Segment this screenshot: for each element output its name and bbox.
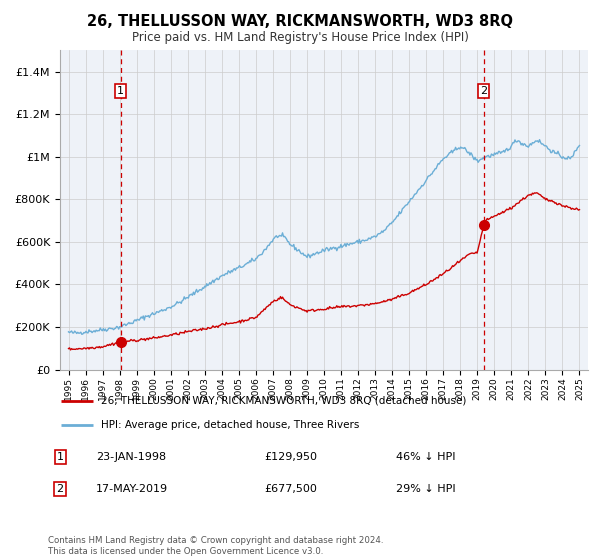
Text: Price paid vs. HM Land Registry's House Price Index (HPI): Price paid vs. HM Land Registry's House … — [131, 31, 469, 44]
Text: Contains HM Land Registry data © Crown copyright and database right 2024.
This d: Contains HM Land Registry data © Crown c… — [48, 536, 383, 556]
Text: 17-MAY-2019: 17-MAY-2019 — [96, 484, 168, 494]
Text: 1: 1 — [117, 86, 124, 96]
Text: £677,500: £677,500 — [264, 484, 317, 494]
Text: £129,950: £129,950 — [264, 451, 317, 461]
Text: 26, THELLUSSON WAY, RICKMANSWORTH, WD3 8RQ (detached house): 26, THELLUSSON WAY, RICKMANSWORTH, WD3 8… — [101, 396, 466, 406]
Text: 46% ↓ HPI: 46% ↓ HPI — [396, 451, 455, 461]
Text: HPI: Average price, detached house, Three Rivers: HPI: Average price, detached house, Thre… — [101, 420, 359, 430]
Text: 1: 1 — [56, 451, 64, 461]
Text: 26, THELLUSSON WAY, RICKMANSWORTH, WD3 8RQ: 26, THELLUSSON WAY, RICKMANSWORTH, WD3 8… — [87, 14, 513, 29]
Text: 2: 2 — [56, 484, 64, 494]
Text: 2: 2 — [480, 86, 487, 96]
Text: 29% ↓ HPI: 29% ↓ HPI — [396, 484, 455, 494]
Text: 23-JAN-1998: 23-JAN-1998 — [96, 451, 166, 461]
